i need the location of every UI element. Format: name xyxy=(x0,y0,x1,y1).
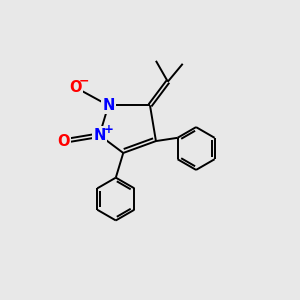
Text: −: − xyxy=(79,74,89,88)
Text: N: N xyxy=(93,128,106,142)
Text: +: + xyxy=(103,123,113,136)
Text: O: O xyxy=(58,134,70,148)
Text: N: N xyxy=(102,98,115,113)
Text: O: O xyxy=(69,80,82,95)
